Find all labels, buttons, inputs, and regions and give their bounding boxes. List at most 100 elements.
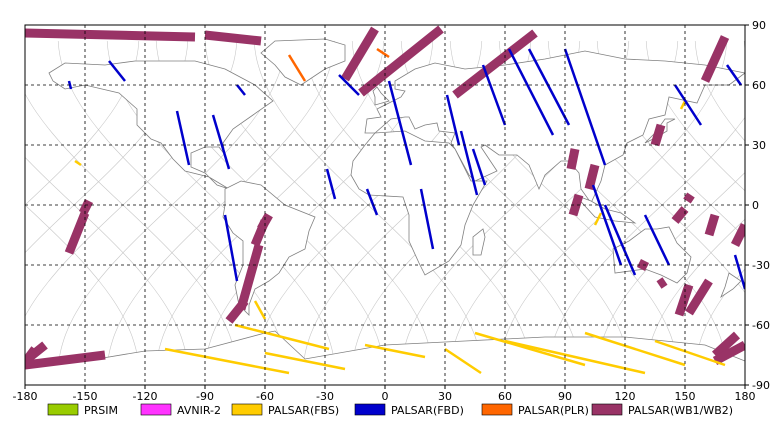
fbd-swath bbox=[387, 80, 413, 166]
x-tick-label: 0 bbox=[382, 390, 389, 403]
coastline-north-america bbox=[48, 60, 274, 190]
wb-swath bbox=[25, 350, 106, 370]
fbs-swath bbox=[444, 347, 482, 375]
fbd-swath bbox=[507, 48, 555, 136]
wb-swath bbox=[584, 163, 600, 191]
orbit-track bbox=[694, 40, 745, 142]
x-tick-label: 60 bbox=[498, 390, 512, 403]
legend-swatch bbox=[140, 403, 172, 416]
fbs-swath bbox=[504, 339, 646, 375]
wb-swath bbox=[671, 206, 689, 224]
wb-swath bbox=[730, 222, 745, 248]
fbd-swath bbox=[365, 188, 379, 216]
wb-swath bbox=[685, 278, 713, 316]
y-tick-label: -30 bbox=[752, 259, 770, 272]
y-tick-label: 60 bbox=[752, 79, 766, 92]
wb-swath bbox=[650, 123, 666, 147]
wb-swath bbox=[711, 331, 741, 359]
wb-swath bbox=[25, 346, 39, 360]
wb-swath bbox=[704, 213, 720, 237]
fbs-swath bbox=[234, 323, 330, 351]
fbs-swath bbox=[264, 351, 346, 371]
fbd-swath bbox=[733, 254, 745, 290]
x-tick-label: 90 bbox=[558, 390, 572, 403]
coastline-greenland bbox=[260, 38, 346, 86]
coastline-madagascar bbox=[472, 228, 486, 256]
legend-item: PALSAR(PLR) bbox=[481, 403, 589, 417]
wb-swath bbox=[452, 29, 538, 99]
orbit-track bbox=[645, 218, 745, 370]
legend-label: PALSAR(FBD) bbox=[391, 404, 464, 417]
legend-item: PALSAR(WB1/WB2) bbox=[591, 403, 733, 417]
x-tick-label: -180 bbox=[13, 390, 38, 403]
orbit-track bbox=[25, 204, 140, 370]
fbd-swath bbox=[471, 148, 487, 186]
fbd-swath bbox=[481, 64, 507, 126]
wb-swath bbox=[674, 283, 694, 317]
wb-swath bbox=[566, 148, 580, 170]
fbd-swath bbox=[223, 214, 239, 282]
legend-label: PRSIM bbox=[84, 404, 118, 417]
x-tick-label: -60 bbox=[256, 390, 274, 403]
fbs-swath bbox=[364, 343, 426, 359]
legend-item: PALSAR(FBD) bbox=[354, 403, 464, 417]
orbit-track bbox=[694, 268, 745, 370]
wb-swath bbox=[712, 341, 745, 365]
wb-swath bbox=[358, 25, 444, 97]
y-tick-label: -90 bbox=[752, 379, 770, 392]
legend-label: PALSAR(PLR) bbox=[518, 404, 589, 417]
wb-swath bbox=[64, 211, 90, 255]
fbd-swath bbox=[211, 114, 231, 170]
wb-swath bbox=[225, 298, 249, 324]
plr-swath bbox=[287, 54, 307, 82]
wb-swath bbox=[236, 243, 264, 311]
fbd-swath bbox=[643, 214, 671, 266]
fbd-swath bbox=[445, 94, 461, 146]
legend-label: PALSAR(FBS) bbox=[268, 404, 339, 417]
x-tick-label: -30 bbox=[316, 390, 334, 403]
fbd-swath bbox=[325, 168, 337, 200]
y-tick-label: 90 bbox=[752, 19, 766, 32]
swath-layer bbox=[25, 25, 745, 375]
y-tick-label: 30 bbox=[752, 139, 766, 152]
x-tick-label: 180 bbox=[735, 390, 756, 403]
latitude-axis: 90 60 30 0 -30 -60 -90 bbox=[745, 19, 770, 392]
y-tick-label: 0 bbox=[752, 199, 759, 212]
x-tick-label: -90 bbox=[196, 390, 214, 403]
plr-swath bbox=[376, 47, 390, 59]
x-tick-label: -120 bbox=[133, 390, 158, 403]
fbs-swath bbox=[654, 339, 726, 367]
fbd-swath bbox=[236, 84, 246, 96]
legend-swatch bbox=[231, 403, 263, 416]
fbd-swath bbox=[673, 84, 703, 126]
y-tick-label: -60 bbox=[752, 319, 770, 332]
legend-item: PRSIM bbox=[47, 403, 118, 417]
legend: PRSIM AVNIR-2 PALSAR(FBS) PALSAR(FBD) PALSAR… bbox=[47, 403, 733, 417]
legend-swatch bbox=[591, 403, 623, 416]
coastline-new-zealand bbox=[720, 272, 742, 299]
fbs-swath bbox=[593, 212, 603, 226]
coastline-africa bbox=[350, 130, 488, 276]
x-tick-label: -150 bbox=[73, 390, 98, 403]
fbd-swath bbox=[175, 110, 191, 166]
x-tick-label: 30 bbox=[438, 390, 452, 403]
fbs-swath bbox=[474, 331, 586, 367]
x-tick-label: 150 bbox=[675, 390, 696, 403]
wb-swath bbox=[204, 30, 262, 46]
coastline-british-isles bbox=[372, 86, 390, 106]
fbd-swath bbox=[563, 48, 607, 166]
legend-label: AVNIR-2 bbox=[177, 404, 221, 417]
legend-swatch bbox=[47, 403, 79, 416]
wb-swath bbox=[656, 277, 668, 289]
wb-swath bbox=[700, 35, 730, 83]
fbd-swath bbox=[603, 204, 637, 276]
fbs-swath bbox=[679, 100, 687, 110]
legend-item: AVNIR-2 bbox=[140, 403, 221, 417]
fbs-swath bbox=[584, 331, 686, 367]
legend-swatch bbox=[354, 403, 386, 416]
fbd-swath bbox=[527, 48, 571, 126]
fbs-swath bbox=[164, 347, 290, 375]
longitude-axis: -180 -150 -120 -90 -60 -30 0 30 60 90 120 150 180 bbox=[13, 385, 756, 403]
